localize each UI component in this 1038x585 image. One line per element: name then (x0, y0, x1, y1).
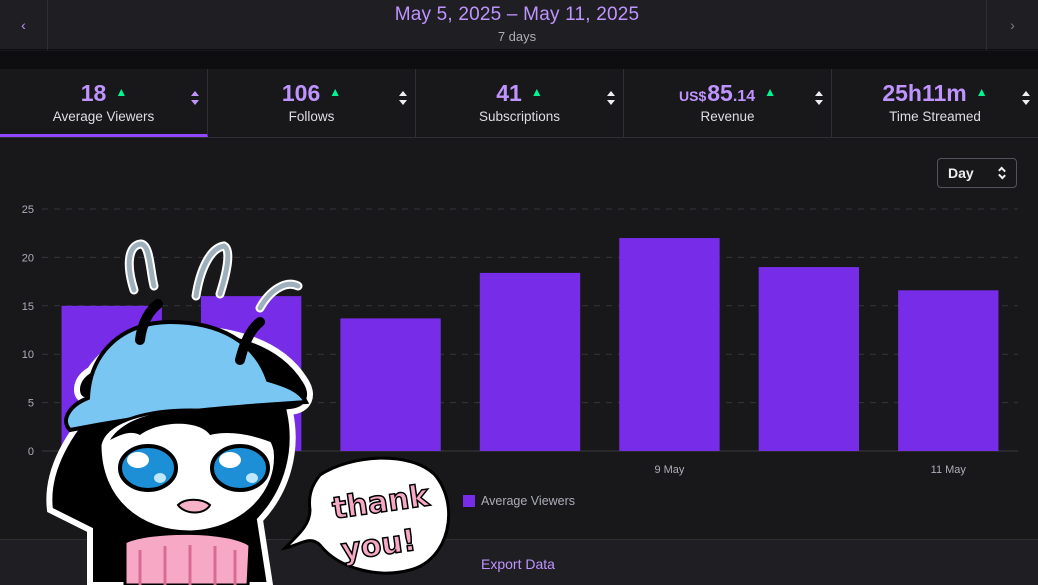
sort-icon (398, 91, 407, 105)
currency-prefix: US$ (679, 88, 707, 104)
y-tick-label: 25 (22, 204, 34, 216)
stat-value: 106 (281, 80, 321, 106)
bar-8-may[interactable] (479, 272, 581, 451)
stat-value: 18 (80, 80, 107, 106)
x-tick-label: 9 May (654, 464, 684, 476)
granularity-select[interactable]: Day (937, 158, 1017, 188)
header-divider (0, 51, 1038, 69)
chevron-right-icon: › (1010, 17, 1015, 33)
stat-tab-follows[interactable]: 106 ▲ Follows (208, 69, 416, 137)
granularity-value: Day (948, 165, 974, 181)
date-period-text: 7 days (497, 29, 537, 44)
chibi-character-icon (46, 299, 313, 585)
sort-icon (606, 91, 615, 105)
y-tick-label: 5 (28, 398, 34, 410)
stat-decimals: .14 (732, 88, 756, 105)
stat-label: Follows (288, 109, 335, 124)
bar-11-may[interactable] (898, 290, 999, 451)
legend-swatch (463, 495, 475, 507)
thank-you-sticker: thank you! (46, 239, 451, 585)
stat-value: 41 (496, 80, 522, 106)
date-range-text: May 5, 2025 – May 11, 2025 (394, 4, 640, 25)
sort-icon (190, 91, 199, 105)
next-period-button[interactable]: › (986, 0, 1038, 50)
x-tick-label: 11 May (931, 464, 967, 476)
stat-label: Subscriptions (478, 109, 561, 124)
trend-up-icon: ▲ (115, 85, 128, 99)
speech-bubble-icon: thank you! (280, 456, 451, 575)
stat-tab-revenue[interactable]: US$ 85 .14 ▲ Revenue (624, 69, 832, 137)
legend-label: Average Viewers (481, 494, 576, 508)
select-arrows-icon (997, 166, 1006, 180)
bar-9-may[interactable] (619, 238, 720, 451)
stats-tabs: 18 ▲ Average Viewers 106 ▲ Follows 41 ▲ … (0, 69, 1038, 138)
bar-10-may[interactable] (758, 267, 860, 451)
date-range-header: ‹ May 5, 2025 – May 11, 2025 7 days › (0, 0, 1038, 50)
stat-tab-subscriptions[interactable]: 41 ▲ Subscriptions (416, 69, 624, 137)
date-range-display: May 5, 2025 – May 11, 2025 7 days (48, 0, 986, 44)
stat-label: Revenue (700, 109, 755, 124)
trend-up-icon: ▲ (530, 85, 543, 99)
trend-up-icon: ▲ (975, 85, 988, 99)
trend-up-icon: ▲ (329, 85, 342, 99)
export-data-link[interactable]: Export Data (481, 556, 555, 572)
bar-7-may[interactable] (340, 318, 441, 451)
y-tick-label: 20 (22, 252, 34, 264)
stat-tab-average-viewers[interactable]: 18 ▲ Average Viewers (0, 69, 208, 137)
previous-period-button[interactable]: ‹ (0, 0, 48, 50)
trend-up-icon: ▲ (764, 85, 776, 99)
chart-legend: Average Viewers (463, 494, 575, 508)
y-tick-label: 15 (22, 301, 34, 313)
stat-tab-time-streamed[interactable]: 25h11m ▲ Time Streamed (832, 69, 1038, 137)
y-tick-label: 0 (28, 446, 34, 458)
y-tick-label: 10 (22, 349, 34, 361)
stat-value: 85 (707, 80, 733, 106)
stat-label: Average Viewers (52, 109, 155, 124)
chevron-left-icon: ‹ (21, 17, 26, 33)
stat-label: Time Streamed (889, 109, 981, 124)
sort-icon (814, 91, 823, 105)
sort-icon (1021, 91, 1030, 105)
stat-value: 25h11m (882, 80, 967, 106)
